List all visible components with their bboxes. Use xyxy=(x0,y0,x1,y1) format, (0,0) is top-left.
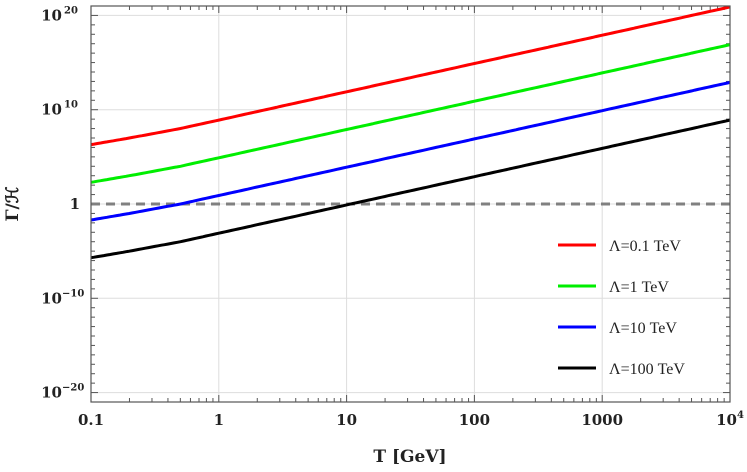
series-line-2 xyxy=(90,80,731,222)
legend-label-1: Λ=1 TeV xyxy=(609,279,669,296)
y-tick-label: 1 xyxy=(70,195,80,213)
x-axis-label: T [GeV] xyxy=(373,447,446,467)
y-tick-label: 10 10 xyxy=(41,100,78,119)
x-tick-label: 104 xyxy=(716,410,744,429)
legend-label-0: Λ=0.1 TeV xyxy=(609,238,681,255)
y-tick-label: 10 20 xyxy=(41,5,78,24)
x-tick-label: 100 xyxy=(459,411,490,429)
series-line-1 xyxy=(90,43,731,184)
plot-frame xyxy=(90,5,731,403)
y-tick-label: 10−20 xyxy=(41,383,84,402)
x-tick-label: 10 xyxy=(336,411,357,429)
x-tick-label: 1 xyxy=(214,411,224,429)
x-tick-label: 0.1 xyxy=(78,411,104,429)
y-axis-label: Γ/ℋ xyxy=(3,186,23,221)
legend: Λ=0.1 TeV Λ=1 TeV Λ=10 TeV Λ=100 TeV xyxy=(558,238,685,378)
series-line-0 xyxy=(90,5,731,147)
y-tick-label: 10−10 xyxy=(41,288,84,307)
series-line-3 xyxy=(90,118,731,260)
series-lines xyxy=(90,5,731,260)
legend-label-2: Λ=10 TeV xyxy=(609,320,677,337)
x-tick-label: 1000 xyxy=(581,411,623,429)
legend-label-3: Λ=100 TeV xyxy=(609,361,685,378)
